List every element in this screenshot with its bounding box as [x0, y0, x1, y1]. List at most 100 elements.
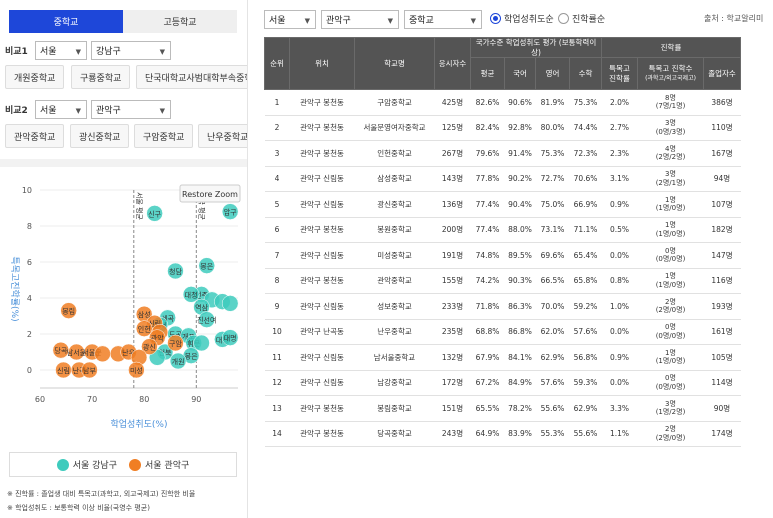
row-count: 8명 (7명/1명): [637, 89, 704, 116]
row-korean: 91.4%: [504, 140, 536, 167]
row-location: 관악구 신림동: [289, 191, 355, 218]
school-chip[interactable]: 단국대학교사범대학부속중학교: [136, 65, 247, 89]
table-row[interactable]: 2 관악구 봉천동 서울문영여자중학교 125명 82.4% 92.8% 80.0% 74.4…: [264, 115, 741, 141]
scatter-chart[interactable]: 0 2 4 6 8 10 60 70 80 90 학업성취도(%) 특목고진학률(%) 서울 평균 전국 …: [0, 178, 247, 448]
row-korean: 90.3%: [504, 268, 536, 294]
row-rate: 2.7%: [601, 115, 638, 141]
school-chip[interactable]: 개원중학교: [5, 65, 65, 89]
header-korean[interactable]: 국어: [504, 57, 536, 90]
compare2-district-select[interactable]: 관악구 ▼: [91, 99, 171, 119]
table-row[interactable]: 3 관악구 봉천동 인헌중학교 267명 79.6% 91.4% 75.3% 72.3% 2.3…: [264, 140, 741, 167]
header-examinees[interactable]: 응시자수: [434, 37, 471, 90]
school-chip[interactable]: 관악중학교: [5, 124, 65, 148]
source-label: 출처 : 학교알리미: [704, 14, 764, 23]
row-rate: 1.0%: [601, 293, 638, 320]
row-rank: 1: [264, 89, 290, 116]
table-row[interactable]: 10 관악구 난곡동 난우중학교 235명 68.8% 86.8% 62.0% 57.6% 0.…: [264, 319, 741, 345]
district-select[interactable]: 관악구 ▼: [321, 10, 399, 29]
restore-zoom-button[interactable]: [179, 184, 241, 203]
y-tick-label: 2: [27, 330, 32, 339]
count-total: 0명: [665, 374, 676, 383]
count-breakdown: (1명/0명): [655, 357, 686, 366]
sort-achievement-label: 학업성취도순: [504, 15, 554, 25]
region-select[interactable]: 서울 ▼: [264, 10, 316, 29]
school-chip[interactable]: 광신중학교: [70, 124, 130, 148]
point-label: 봉림: [62, 308, 75, 316]
compare1-region-select[interactable]: 서울 ▼: [35, 40, 87, 60]
count-breakdown: (7명/1명): [655, 102, 686, 111]
row-examinees: 125명: [434, 115, 471, 141]
header-english[interactable]: 영어: [535, 57, 570, 90]
reference-line-label: 서울 평균: [135, 192, 144, 221]
row-school: 미성중학교: [354, 242, 435, 269]
row-school: 봉원중학교: [354, 217, 435, 243]
row-rate: 0.9%: [601, 191, 638, 218]
row-math: 59.3%: [569, 370, 602, 396]
header-admission-count[interactable]: 특목고 진학수 (과학고/외고국제고): [637, 57, 704, 90]
table-row[interactable]: 4 관악구 신림동 삼성중학교 143명 77.8% 90.2% 72.7% 70.6% 3.1…: [264, 166, 741, 192]
compare2-district-value: 관악구: [96, 105, 121, 116]
table-row[interactable]: 14 관악구 봉천동 당곡중학교 243명 64.9% 83.9% 55.3% 55.6% 1.…: [264, 421, 741, 447]
row-location: 관악구 봉천동: [289, 89, 355, 116]
school-chip[interactable]: 구암중학교: [134, 124, 194, 148]
point-gwanak: [60, 302, 77, 319]
table-row[interactable]: 11 관악구 신림동 남서울중학교 132명 67.9% 84.1% 62.9% 56.8% 0…: [264, 344, 741, 371]
header-school[interactable]: 학교명: [354, 37, 435, 90]
sort-admission-radio[interactable]: 진학률순: [558, 12, 605, 25]
row-examinees: 243명: [434, 421, 471, 447]
table-row[interactable]: 9 관악구 신림동 성보중학교 233명 71.8% 86.3% 70.0% 59.2% 1.0…: [264, 293, 741, 320]
row-examinees: 132명: [434, 344, 471, 371]
table-row[interactable]: 6 관악구 봉천동 봉원중학교 200명 77.4% 88.0% 73.1% 71.1% 0.5…: [264, 217, 741, 243]
row-examinees: 172명: [434, 370, 471, 396]
row-english: 62.9%: [535, 344, 570, 371]
table-row[interactable]: 1 관악구 봉천동 구암중학교 425명 82.6% 90.6% 81.9% 75.3% 2.0…: [264, 89, 741, 116]
point-label: 구암: [169, 340, 182, 348]
legend-item-gwanak[interactable]: 서울 관악구: [129, 458, 189, 472]
row-korean: 84.1%: [504, 344, 536, 371]
table-row[interactable]: 13 관악구 봉천동 봉림중학교 151명 65.5% 78.2% 55.6% 62.9% 3.…: [264, 395, 741, 422]
header-graduates[interactable]: 졸업자수: [703, 57, 741, 90]
row-english: 66.5%: [535, 268, 570, 294]
point-label: 개포: [182, 332, 195, 341]
row-rate: 3.1%: [601, 166, 638, 192]
header-math[interactable]: 수학: [569, 57, 602, 90]
table-row[interactable]: 8 관악구 봉천동 관악중학교 155명 74.2% 90.3% 66.5% 65.8% 0.8…: [264, 268, 741, 294]
count-breakdown: (0명/3명): [655, 127, 686, 136]
point-gangnam: [182, 286, 200, 303]
header-rank[interactable]: 순위: [264, 37, 290, 90]
table-row[interactable]: 7 관악구 신림동 미성중학교 191명 74.8% 89.5% 69.6% 65.4% 0.0…: [264, 242, 741, 269]
sort-achievement-radio[interactable]: 학업성취도순: [490, 12, 554, 25]
row-graduates: 167명: [703, 140, 741, 167]
row-math: 65.8%: [569, 268, 602, 294]
compare2-region-value: 서울: [40, 105, 57, 116]
header-admission-rate[interactable]: 특목고 진학률: [601, 57, 638, 90]
row-examinees: 143명: [434, 166, 471, 192]
legend-item-gangnam[interactable]: 서울 강남구: [56, 458, 117, 472]
header-location[interactable]: 위치: [289, 37, 355, 90]
table-row[interactable]: 12 관악구 신림동 남강중학교 172명 67.2% 84.9% 57.6% 59.3% 0.…: [264, 370, 741, 396]
row-rate: 2.0%: [601, 89, 638, 116]
row-english: 72.7%: [535, 166, 570, 192]
row-korean: 86.3%: [504, 293, 536, 320]
point-label: 서울문: [82, 348, 102, 357]
school-chip[interactable]: 구룡중학교: [71, 65, 131, 89]
row-math: 57.6%: [569, 319, 602, 345]
row-average: 79.6%: [470, 140, 505, 167]
tab-middle-school[interactable]: 중학교: [9, 10, 123, 33]
table-body: 1 관악구 봉천동 구암중학교 425명 82.6% 90.6% 81.9% 75.3% 2.0…: [264, 89, 741, 447]
row-average: 77.8%: [470, 166, 505, 192]
table-row[interactable]: 5 관악구 신림동 광신중학교 136명 77.4% 90.4% 75.0% 66.9% 0.9…: [264, 191, 741, 218]
compare2-label: 비교2: [5, 105, 28, 116]
point-label: 남부: [83, 366, 96, 375]
row-korean: 89.5%: [504, 242, 536, 269]
header-average[interactable]: 평균: [470, 57, 505, 90]
legend-label: 서울 관악구: [145, 460, 190, 471]
point-label: 청담: [169, 267, 182, 276]
school-chip[interactable]: 난우중학교: [198, 124, 247, 148]
school-level-select[interactable]: 중학교 ▼: [404, 10, 482, 29]
point-gangnam: [198, 257, 215, 274]
row-rate: 0.0%: [601, 370, 638, 396]
tab-high-school[interactable]: 고등학교: [123, 10, 237, 33]
compare2-region-select[interactable]: 서울 ▼: [35, 99, 87, 119]
compare1-district-select[interactable]: 강남구 ▼: [91, 40, 171, 60]
